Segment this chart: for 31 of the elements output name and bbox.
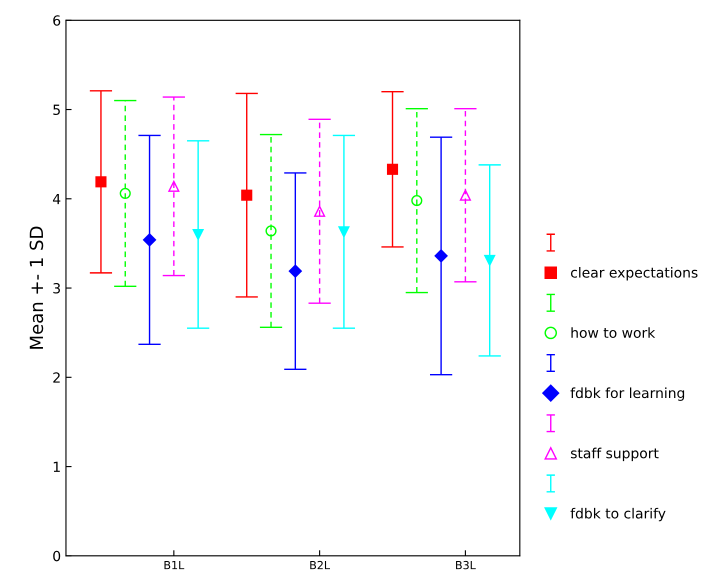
point [434, 249, 448, 263]
legend-label: staff support [570, 448, 659, 462]
x-tick-label: B3L [456, 560, 476, 570]
legend-label: fdbk for learning [570, 387, 684, 401]
point [460, 190, 471, 201]
point [192, 228, 204, 240]
point [338, 226, 350, 238]
point [120, 188, 131, 199]
legend-label: fdbk to clarify [570, 508, 666, 522]
y-tick-label: 6 [53, 15, 60, 26]
x-tick-label: B1L [164, 561, 184, 570]
legend-label: clear expectations [570, 267, 698, 280]
y-tick-label: 2 [53, 372, 60, 383]
point [95, 176, 107, 188]
y-tick-label: 0 [53, 550, 60, 562]
point [241, 190, 252, 201]
point [288, 264, 302, 278]
point [484, 254, 496, 266]
y-tick-label: 5 [53, 104, 60, 115]
y-tick-label: 3 [53, 283, 60, 294]
point [314, 206, 326, 217]
point [386, 164, 398, 175]
x-tick-label: B2L [310, 560, 330, 570]
y-tick-label: 4 [52, 194, 60, 204]
point [265, 225, 277, 236]
point [142, 233, 156, 246]
legend-label: how to work [571, 327, 656, 338]
point [168, 180, 180, 192]
point [411, 195, 422, 206]
y-axis-title: Mean +- 1 SD [30, 226, 44, 349]
y-tick-label: 1 [54, 462, 60, 472]
